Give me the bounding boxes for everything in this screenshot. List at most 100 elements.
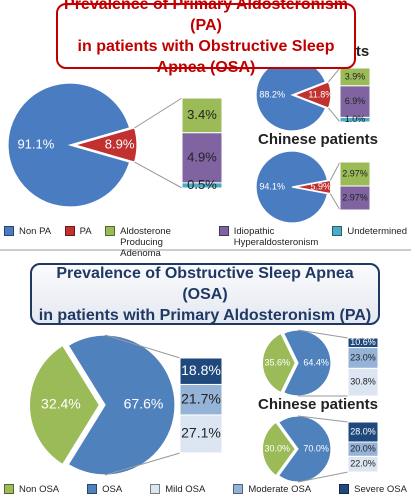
legend-label: PA bbox=[79, 226, 92, 237]
bar-segment bbox=[181, 132, 223, 184]
legend-item: OSA bbox=[87, 484, 122, 495]
legend-item: Non PA bbox=[4, 226, 51, 237]
slice-label: 70.0% bbox=[303, 443, 329, 453]
slice-label: 91.1% bbox=[17, 136, 54, 151]
legend-label: Severe OSA bbox=[354, 484, 407, 495]
bar-label: 21.7% bbox=[181, 390, 221, 406]
title-line: Prevalence of Primary Aldosteronism (PA) bbox=[64, 0, 348, 34]
connector bbox=[134, 161, 183, 189]
slice-label: 30.0% bbox=[264, 443, 290, 453]
connector bbox=[328, 107, 341, 123]
bar-label: 23.0% bbox=[350, 352, 376, 362]
legend-label: OSA bbox=[102, 484, 123, 495]
bar-label: 3.9% bbox=[345, 71, 366, 81]
bar-label: 2.97% bbox=[342, 168, 368, 178]
legend-swatch bbox=[339, 484, 350, 494]
connector bbox=[297, 329, 349, 339]
slice-label: 11.8% bbox=[308, 89, 333, 99]
legend-swatch bbox=[105, 226, 116, 236]
bar-label: 1.0% bbox=[345, 114, 366, 124]
panel-title: Prevalence of Primary Aldosteronism (PA)… bbox=[56, 0, 356, 76]
legend-swatch bbox=[150, 484, 161, 494]
chart-title: Chinese patients bbox=[258, 396, 378, 413]
slice-label: 88.2% bbox=[259, 89, 285, 99]
slice-label: 32.4% bbox=[41, 396, 81, 412]
legend-label: Undetermined bbox=[347, 226, 407, 237]
bar-segment bbox=[181, 182, 223, 189]
legend-item: Undetermined bbox=[332, 226, 407, 237]
bar-segment bbox=[347, 367, 379, 397]
legend-label: Non OSA bbox=[19, 484, 60, 495]
slice-label: 5.9% bbox=[311, 181, 332, 191]
legend-label: Moderate OSA bbox=[248, 484, 312, 495]
title-line: in patients with Obstructive Sleep Apnea… bbox=[77, 38, 335, 76]
bar-label: 10.6% bbox=[350, 337, 376, 347]
bar-segment bbox=[347, 337, 379, 349]
bar-label: 2.97% bbox=[342, 192, 368, 202]
pie-slice bbox=[28, 344, 101, 466]
legend-item: Severe OSA bbox=[339, 484, 407, 495]
slice-label: 67.6% bbox=[124, 396, 164, 412]
connector bbox=[134, 97, 183, 129]
legend-swatch bbox=[4, 484, 14, 494]
legend-label: Idiopathic Hyperaldosteronism bbox=[233, 226, 319, 248]
legend-swatch bbox=[218, 226, 229, 236]
slice-label: 8.9% bbox=[105, 136, 135, 151]
bar-label: 22.0% bbox=[350, 459, 376, 469]
connector bbox=[329, 193, 341, 211]
legend-swatch bbox=[4, 226, 14, 236]
connector bbox=[104, 334, 181, 359]
title-line: in patients with Primary Aldosteronism (… bbox=[38, 306, 372, 324]
bar-segment bbox=[179, 357, 223, 385]
connector bbox=[297, 415, 349, 423]
pie-slice bbox=[261, 421, 297, 477]
legend-item: Non OSA bbox=[4, 484, 59, 495]
bar-label: 27.1% bbox=[181, 425, 221, 441]
legend-swatch bbox=[332, 226, 343, 236]
pie-slice bbox=[261, 332, 297, 394]
connector bbox=[297, 471, 349, 483]
bar-label: 6.9% bbox=[345, 96, 366, 106]
legend-swatch bbox=[64, 226, 75, 236]
connector bbox=[104, 452, 181, 476]
bar-label: 4.9% bbox=[187, 149, 217, 164]
chart-title: Chinese patients bbox=[258, 131, 378, 148]
legend-item: PA bbox=[64, 226, 92, 237]
bar-label: 3.4% bbox=[187, 107, 217, 122]
bar-label: 0.5% bbox=[187, 177, 217, 192]
pie-slice bbox=[294, 179, 332, 195]
legend-label: Non PA bbox=[19, 226, 52, 237]
bar-segment bbox=[181, 97, 223, 134]
bar-segment bbox=[339, 185, 371, 211]
pie-slice bbox=[72, 127, 138, 163]
title-line: Prevalence of Obstructive Sleep Apnea (O… bbox=[56, 264, 354, 303]
bar-segment bbox=[339, 116, 371, 123]
pie-slice bbox=[7, 82, 131, 208]
legend-item: Aldosterone Producing Adenoma bbox=[105, 226, 205, 259]
bar-label: 18.8% bbox=[181, 362, 221, 378]
pie-slice bbox=[255, 150, 329, 224]
panel-title: Prevalence of Obstructive Sleep Apnea (O… bbox=[30, 263, 380, 325]
legend-item: Moderate OSA bbox=[233, 484, 311, 495]
legend-label: Mild OSA bbox=[165, 484, 206, 495]
legend: Non OSA OSA Mild OSA Moderate OSA Severe OSA bbox=[4, 484, 407, 495]
bar-label: 30.8% bbox=[350, 377, 376, 387]
legend-item: Mild OSA bbox=[150, 484, 205, 495]
pie-slice bbox=[277, 415, 332, 483]
legend-swatch bbox=[233, 484, 244, 494]
bar-segment bbox=[339, 85, 371, 118]
legend: Non PA PA Aldosterone Producing Adenoma Idi… bbox=[4, 226, 407, 259]
bar-segment bbox=[347, 421, 379, 443]
slice-label: 64.4% bbox=[303, 357, 329, 367]
bar-segment bbox=[179, 414, 223, 454]
legend-swatch bbox=[87, 484, 98, 494]
bar-label: 28.0% bbox=[350, 426, 376, 436]
connector bbox=[329, 161, 341, 181]
connector bbox=[328, 67, 341, 83]
legend-item: Idiopathic Hyperaldosteronism bbox=[218, 226, 319, 248]
pie-slice bbox=[293, 81, 332, 109]
legend-label: Aldosterone Producing Adenoma bbox=[120, 226, 171, 259]
slice-label: 94.1% bbox=[259, 181, 285, 191]
